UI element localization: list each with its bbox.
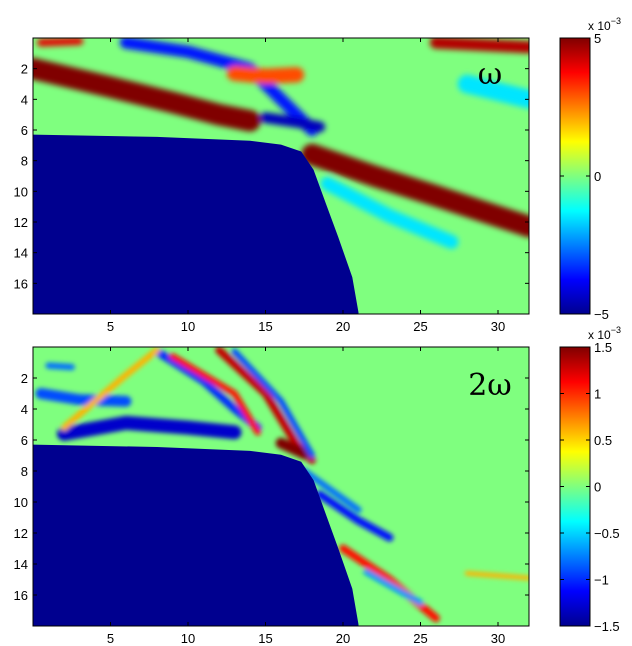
x-tick-label: 10 <box>181 631 195 646</box>
heatmap-feature <box>363 568 424 606</box>
x-tick-label: 5 <box>107 631 114 646</box>
heatmap-feature <box>301 467 362 513</box>
y-tick-label: 14 <box>14 246 28 261</box>
heatmap-feature <box>57 415 242 441</box>
heatmap-feature <box>169 353 261 436</box>
x-tick-label: 10 <box>181 319 195 334</box>
x-tick-label: 15 <box>258 631 272 646</box>
y-tick-label: 6 <box>21 433 28 448</box>
x-tick-label: 30 <box>491 319 505 334</box>
y-axis-omega: 2 4 6 8 10 12 14 16 <box>14 62 529 291</box>
y-tick-label: 12 <box>14 215 28 230</box>
plot-frame-omega <box>32 37 530 315</box>
x-axis-omega: 5 10 15 20 25 30 <box>107 38 505 334</box>
panel-2omega: 2ω 5 10 15 20 25 30 2 4 6 8 10 12 14 16 −1.5 −1 −0.5 0 0… <box>14 325 621 646</box>
heatmap-omega-features <box>33 38 529 249</box>
colorbar-exponent-omega: x 10−3 <box>588 16 621 33</box>
colorbar-omega <box>559 37 591 315</box>
colorbar-exponent-base-omega: x 10 <box>588 19 611 33</box>
colorbar-tick-label: 1 <box>594 387 601 402</box>
colorbar-ticks-2omega: −1.5 −1 −0.5 0 0.5 1 1.5 <box>560 340 620 634</box>
y-tick-label: 16 <box>14 588 28 603</box>
heatmap-feature <box>35 388 132 407</box>
y-tick-label: 16 <box>14 276 28 291</box>
heatmap-feature <box>60 347 161 431</box>
x-tick-label: 25 <box>413 319 427 334</box>
y-tick-label: 4 <box>21 402 28 417</box>
heatmap-feature <box>226 65 305 84</box>
plot-frame-2omega <box>32 346 530 627</box>
colorbar-tick-label: −1.5 <box>594 619 620 634</box>
heatmap-feature <box>320 176 459 249</box>
y-axis-2omega: 2 4 6 8 10 12 14 16 <box>14 371 529 603</box>
colorbar-exponent-2omega: x 10−3 <box>588 325 621 342</box>
x-tick-label: 15 <box>258 319 272 334</box>
y-tick-label: 6 <box>21 123 28 138</box>
y-tick-label: 8 <box>21 464 28 479</box>
heatmap-feature <box>260 112 326 133</box>
colorbar-exponent-power-omega: −3 <box>611 16 621 26</box>
colorbar-tick-label: −5 <box>594 307 609 322</box>
y-tick-label: 10 <box>14 495 28 510</box>
heatmap-feature <box>301 143 529 238</box>
heatmap-2omega <box>33 347 529 626</box>
heatmap-feature <box>36 38 84 47</box>
heatmap-feature <box>429 38 529 54</box>
colorbar-tick-label: −0.5 <box>594 526 620 541</box>
panel-label-2omega: 2ω <box>468 368 512 403</box>
colorbar-tick-label: −1 <box>594 573 609 588</box>
colorbar-tick-label: 0 <box>594 169 601 184</box>
x-tick-label: 30 <box>491 631 505 646</box>
colorbar-tick-label: 5 <box>594 31 601 46</box>
heatmap-feature <box>464 571 529 581</box>
y-tick-label: 2 <box>21 371 28 386</box>
y-tick-label: 14 <box>14 557 28 572</box>
x-tick-label: 20 <box>336 631 350 646</box>
heatmap-feature <box>45 362 75 371</box>
y-tick-label: 4 <box>21 92 28 107</box>
masked-region-2omega <box>33 444 359 626</box>
colorbar-tick-label: 1.5 <box>594 340 612 355</box>
panel-label-omega: ω <box>478 57 502 92</box>
y-tick-label: 12 <box>14 526 28 541</box>
colorbar-2omega <box>559 346 591 627</box>
masked-region-omega <box>33 134 359 314</box>
colorbar-ticks-omega: −5 0 5 <box>560 31 609 322</box>
colorbar-tick-label: 0 <box>594 480 601 495</box>
colorbar-exponent-power-2omega: −3 <box>611 325 621 335</box>
heatmap-feature <box>315 490 394 542</box>
heatmap-feature <box>275 437 310 460</box>
heatmap-feature <box>33 57 261 132</box>
x-axis-2omega: 5 10 15 20 25 30 <box>107 347 505 646</box>
y-tick-label: 10 <box>14 184 28 199</box>
heatmap-omega <box>33 38 529 314</box>
x-tick-label: 5 <box>107 319 114 334</box>
colorbar-exponent-base-2omega: x 10 <box>588 328 611 342</box>
heatmap-feature <box>231 348 316 459</box>
x-tick-label: 25 <box>413 631 427 646</box>
colorbar-tick-label: 0.5 <box>594 433 612 448</box>
heatmap-2omega-features <box>35 347 529 623</box>
heatmap-feature <box>457 74 529 109</box>
x-tick-label: 20 <box>336 319 350 334</box>
y-tick-label: 2 <box>21 62 28 77</box>
y-tick-label: 8 <box>21 154 28 169</box>
